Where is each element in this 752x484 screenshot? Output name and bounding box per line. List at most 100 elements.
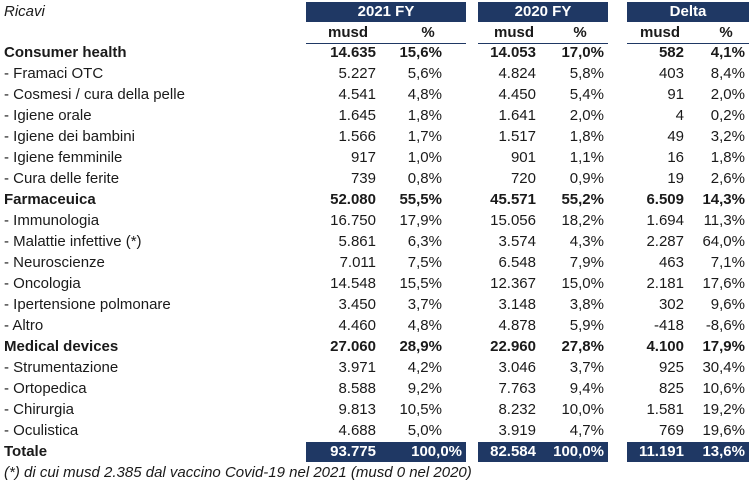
cell-2021-pct: 4,8% [407,317,442,334]
subheader-musd-2021: musd [327,24,368,41]
subcategory-row: - Malattie infettive (*) 5.861 6,3% 3.574 4,… [0,231,752,252]
cell-delta-musd: 19 [667,170,684,187]
cell-2020-pct: 5,9% [569,317,604,334]
cell-2021-musd: 3.450 [338,296,376,313]
row-label: - Chirurgia [4,401,75,418]
cell-delta-musd: 4 [675,107,684,124]
cell-2020-pct: 27,8% [561,338,604,355]
cell-delta-pct: 14,3% [702,191,745,208]
cell-2021-pct: 28,9% [399,338,442,355]
cell-2020-pct: 1,8% [569,128,604,145]
cell-2021-musd: 9.813 [338,401,376,418]
cell-2021-musd: 917 [350,149,376,166]
cell-delta-musd: 4.100 [646,338,684,355]
header-title-2020: 2020 FY [514,3,572,20]
cell-2020-musd: 901 [510,149,536,166]
row-label: - Oculistica [4,422,79,439]
cell-2021-musd: 3.971 [338,359,376,376]
total-2020-musd: 82.584 [490,443,536,460]
row-label: - Neuroscienze [4,254,105,271]
cell-2021-pct: 17,9% [399,212,442,229]
cell-2020-musd: 7.763 [498,380,536,397]
subheader-musd-delta: musd [639,24,680,41]
row-label: - Igiene femminile [4,149,123,166]
cell-2021-pct: 3,7% [407,296,442,313]
cell-2020-musd: 22.960 [490,338,536,355]
cell-delta-musd: 403 [658,65,684,82]
subcategory-row: - Strumentazione 3.971 4,2% 3.046 3,7% 925 30,… [0,357,752,378]
header-title-2021: 2021 FY [357,3,415,20]
cell-2021-pct: 0,8% [407,170,442,187]
cell-2020-pct: 3,7% [569,359,604,376]
cell-2020-musd: 3.046 [498,359,536,376]
footnote: (*) di cui musd 2.385 dal vaccino Covid-… [4,464,472,481]
subheader-rule-2021 [306,43,466,44]
cell-2020-musd: 3.574 [498,233,536,250]
subcategory-row: - Oculistica 4.688 5,0% 3.919 4,7% 769 19,6% [0,420,752,441]
cell-delta-pct: 30,4% [702,359,745,376]
cell-2021-musd: 4.460 [338,317,376,334]
row-label: - Strumentazione [4,359,119,376]
cell-2021-pct: 7,5% [407,254,442,271]
cell-2020-pct: 10,0% [561,401,604,418]
cell-2021-pct: 5,0% [407,422,442,439]
cell-delta-pct: 3,2% [710,128,745,145]
cell-2021-musd: 4.541 [338,86,376,103]
cell-2021-pct: 55,5% [399,191,442,208]
cell-2021-musd: 14.548 [330,275,376,292]
cell-2021-pct: 1,0% [407,149,442,166]
row-label: - Cosmesi / cura della pelle [4,86,185,103]
subcategory-row: - Immunologia 16.750 17,9% 15.056 18,2% 1.694… [0,210,752,231]
cell-delta-musd: 91 [667,86,684,103]
cell-delta-pct: 19,2% [702,401,745,418]
subcategory-row: - Framaci OTC 5.227 5,6% 4.824 5,8% 403 8,4% [0,63,752,84]
cell-delta-pct: 0,2% [710,107,745,124]
header-title-delta: Delta [669,3,707,20]
row-label: - Malattie infettive (*) [4,233,142,250]
cell-2021-musd: 14.635 [330,44,376,61]
cell-2020-musd: 3.919 [498,422,536,439]
cell-2020-musd: 4.450 [498,86,536,103]
total-delta-pct: 13,6% [702,443,745,460]
cell-2021-pct: 5,6% [407,65,442,82]
cell-delta-pct: 11,3% [703,212,745,229]
subcategory-row: - Chirurgia 9.813 10,5% 8.232 10,0% 1.581 19,2… [0,399,752,420]
cell-2020-pct: 5,8% [569,65,604,82]
cell-2020-musd: 4.878 [498,317,536,334]
total-band-2020 [478,442,608,462]
total-band-2021 [306,442,466,462]
cell-delta-musd: 1.581 [646,401,684,418]
cell-2021-musd: 8.588 [338,380,376,397]
category-row: Farmaceuica 52.080 55,5% 45.571 55,2% 6.509 14… [0,189,752,210]
cell-2021-musd: 5.227 [338,65,376,82]
cell-2020-pct: 4,3% [569,233,604,250]
row-label: - Oncologia [4,275,81,292]
cell-2020-musd: 15.056 [490,212,536,229]
total-band-delta [627,442,749,462]
cell-2020-pct: 7,9% [569,254,604,271]
category-row: Consumer health 14.635 15,6% 14.053 17,0% 582… [0,42,752,63]
cell-2021-pct: 15,5% [399,275,442,292]
cell-2021-musd: 1.645 [338,107,376,124]
subheader-pct-delta: % [719,24,733,41]
cell-2020-musd: 1.641 [498,107,536,124]
cell-delta-pct: 1,8% [710,149,745,166]
subheader-rule-2020 [478,43,608,44]
subcategory-row: - Oncologia 14.548 15,5% 12.367 15,0% 2.181 17… [0,273,752,294]
cell-2021-pct: 1,8% [407,107,442,124]
cell-delta-musd: 302 [658,296,684,313]
subcategory-row: - Ipertensione polmonare 3.450 3,7% 3.148 3,… [0,294,752,315]
cell-2021-musd: 52.080 [330,191,376,208]
cell-delta-musd: 1.694 [646,212,684,229]
cell-2020-pct: 17,0% [561,44,604,61]
row-label: - Ipertensione polmonare [4,296,171,313]
total-delta-musd: 11.191 [638,443,684,460]
cell-2021-musd: 1.566 [338,128,376,145]
cell-2020-musd: 720 [510,170,536,187]
row-label: Farmaceuica [4,191,96,208]
subcategory-row: - Cosmesi / cura della pelle 4.541 4,8% 4.4… [0,84,752,105]
row-label-header: Ricavi [4,3,45,20]
cell-delta-pct: 64,0% [702,233,745,250]
subheader-rule-delta [627,43,749,44]
subcategory-row: - Igiene dei bambini 1.566 1,7% 1.517 1,8% 49… [0,126,752,147]
